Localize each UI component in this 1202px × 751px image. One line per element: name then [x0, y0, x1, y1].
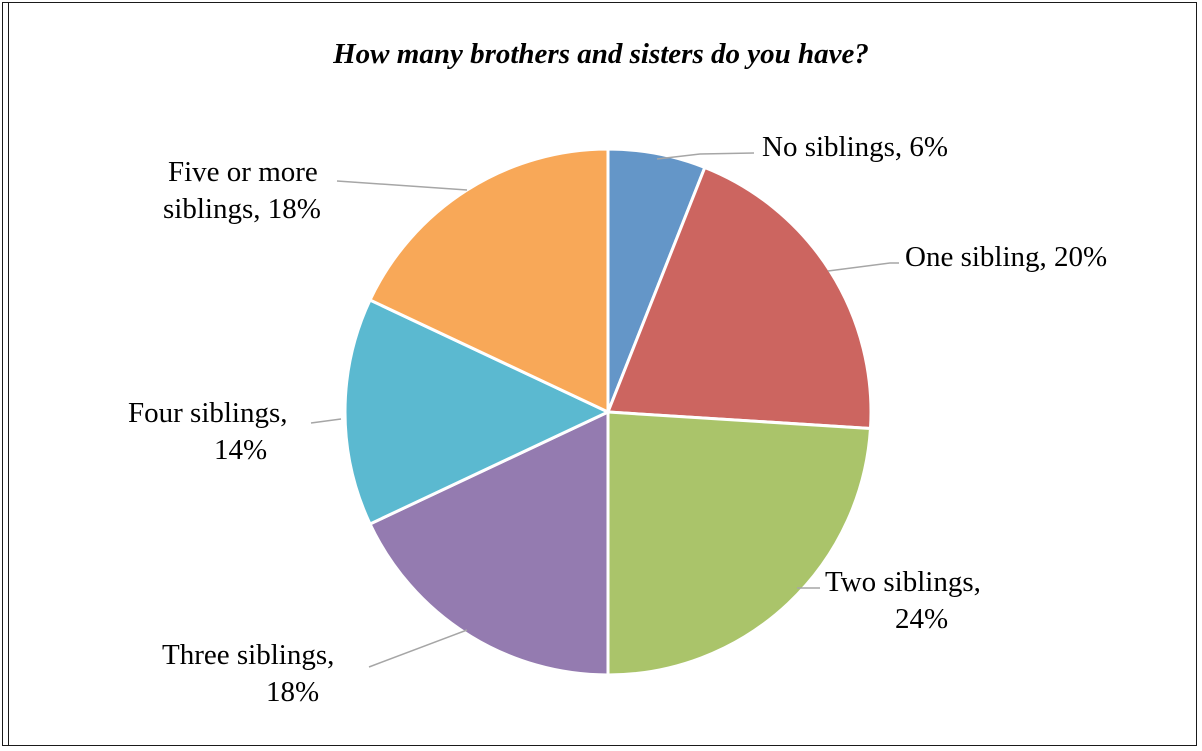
leader-line-four-siblings — [310, 418, 342, 424]
leader-line-one-sibling — [827, 262, 899, 272]
data-label-one-sibling: One sibling, 20% — [905, 241, 1107, 273]
pie-slice-two-siblings — [606, 410, 872, 677]
data-label-no-siblings: No siblings, 6% — [762, 131, 948, 163]
data-label-two-siblings-line-2: 24% — [895, 603, 948, 635]
data-labels: No siblings, 6% One sibling, 20% Two sibli… — [128, 131, 1107, 708]
data-label-five-or-more-siblings-line-1: Five or more — [168, 156, 318, 188]
pie-slices — [343, 147, 873, 677]
leader-lines — [310, 152, 899, 668]
pie-slice-four-siblings — [343, 298, 610, 526]
data-label-three-siblings-line-2: 18% — [266, 676, 319, 708]
leader-line-five-or-more-siblings — [336, 180, 468, 191]
data-label-three-siblings-line-1: Three siblings, — [162, 639, 334, 671]
leader-line-three-siblings — [368, 629, 468, 668]
data-label-four-siblings-line-1: Four siblings, — [128, 397, 288, 429]
leader-line-no-siblings — [656, 152, 755, 160]
data-label-five-or-more-siblings-line-2: siblings, 18% — [163, 193, 321, 225]
chart-title: How many brothers and sisters do you hav… — [333, 38, 869, 70]
data-label-two-siblings-line-1: Two siblings, — [825, 566, 981, 598]
data-label-four-siblings-line-2: 14% — [214, 434, 267, 466]
chart-frame-inner-border — [8, 3, 1196, 745]
pie-slice-three-siblings — [368, 410, 610, 677]
pie-slice-five-or-more-siblings — [368, 147, 610, 414]
